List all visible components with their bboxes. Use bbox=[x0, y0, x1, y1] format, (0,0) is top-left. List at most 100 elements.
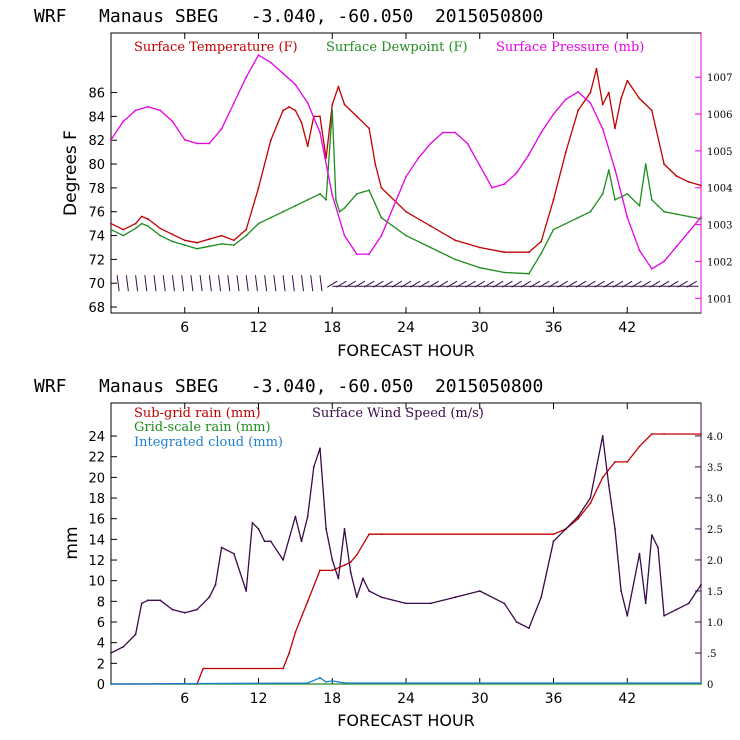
wind-barb bbox=[208, 275, 212, 292]
temperature-line-point bbox=[208, 238, 211, 241]
x-tick-label: 24 bbox=[397, 320, 415, 336]
dewpoint-line bbox=[110, 109, 702, 275]
dewpoint-line-point bbox=[325, 198, 327, 201]
dewpoint-line-point bbox=[319, 193, 321, 195]
wind-speed-line-point bbox=[319, 447, 321, 450]
wind-barb bbox=[282, 275, 286, 292]
temperature-line-point bbox=[294, 109, 297, 112]
wind-speed-line-point bbox=[257, 528, 260, 530]
x-tick-label: 24 bbox=[397, 691, 415, 707]
temperature-line-point bbox=[700, 184, 702, 187]
y2-tick-label: 1003 bbox=[707, 221, 732, 232]
y-tick-label: 72 bbox=[88, 253, 105, 268]
dewpoint-line-point bbox=[233, 244, 235, 247]
legend-surface-temperature: Surface Temperature (F) bbox=[134, 40, 298, 55]
dewpoint-line-point bbox=[663, 210, 665, 213]
y-tick-label: 4 bbox=[97, 637, 105, 652]
wind-speed-line-point bbox=[331, 559, 334, 561]
subgrid-rain-line-point bbox=[368, 533, 370, 536]
temperature-line-point bbox=[429, 225, 432, 227]
temperature-line-point bbox=[171, 233, 174, 236]
y2-tick-label: 1004 bbox=[707, 184, 732, 195]
legend-surface-pressure: Surface Pressure (mb) bbox=[496, 40, 644, 55]
wind-speed-line-point bbox=[122, 645, 125, 648]
y-tick-label: 82 bbox=[88, 134, 105, 149]
top-x-axis-label: FORECAST HOUR bbox=[337, 341, 475, 360]
top-y-axis-label: Degrees F bbox=[61, 130, 81, 216]
temperature-line-point bbox=[405, 210, 407, 213]
dewpoint-line-point bbox=[183, 244, 186, 247]
dewpoint-line-point bbox=[650, 198, 653, 201]
wind-speed-line-point bbox=[657, 546, 659, 549]
y-tick-label: 14 bbox=[88, 533, 105, 548]
integrated-cloud-line-point bbox=[110, 683, 112, 685]
pressure-line-point bbox=[577, 91, 579, 93]
legend-surface-wind-speed: Surface Wind Speed (m/s) bbox=[312, 406, 484, 421]
wind-speed-line-point bbox=[626, 614, 629, 617]
pressure-line-point bbox=[233, 102, 235, 104]
wind-speed-line-point bbox=[220, 546, 223, 549]
wind-barb bbox=[199, 275, 203, 292]
dewpoint-line-point bbox=[196, 247, 198, 250]
dewpoint-line-point bbox=[110, 228, 112, 231]
temperature-line-point bbox=[140, 215, 143, 218]
wind-speed-line-point bbox=[214, 583, 217, 586]
pressure-line-point bbox=[638, 249, 641, 252]
integrated-cloud-line-point bbox=[700, 682, 702, 684]
wind-barb bbox=[301, 275, 305, 292]
wind-speed-line-point bbox=[159, 599, 162, 602]
wind-barb bbox=[310, 275, 314, 292]
wind-speed-line-point bbox=[269, 540, 272, 543]
y-tick-label: 76 bbox=[88, 206, 105, 221]
y2-tick-label: 4.0 bbox=[707, 432, 723, 443]
integrated-cloud-line-point bbox=[325, 681, 327, 683]
y-tick-label: 78 bbox=[88, 182, 105, 197]
dewpoint-line-point bbox=[675, 213, 678, 216]
dewpoint-line-point bbox=[245, 234, 248, 237]
pressure-line-point bbox=[134, 109, 137, 112]
temperature-line-point bbox=[577, 109, 579, 112]
dewpoint-line-point bbox=[644, 163, 647, 166]
temperature-line-point bbox=[306, 145, 309, 148]
x-tick-label: 12 bbox=[250, 320, 268, 336]
dewpoint-line-point bbox=[368, 189, 370, 192]
y-tick-label: 0 bbox=[97, 678, 105, 693]
subgrid-rain-line-point bbox=[288, 652, 291, 654]
dewpoint-line-point bbox=[122, 234, 125, 237]
wind-speed-line-point bbox=[343, 528, 346, 530]
pressure-line-point bbox=[491, 186, 493, 189]
pressure-line-point bbox=[675, 245, 678, 248]
temperature-line-point bbox=[319, 115, 321, 118]
pressure-line-point bbox=[601, 127, 604, 130]
wind-barb bbox=[135, 275, 139, 292]
y2-tick-label: 1007 bbox=[707, 73, 732, 84]
y2-tick-label: 1001 bbox=[707, 294, 732, 305]
pressure-line-point bbox=[306, 102, 309, 104]
pressure-line-point bbox=[208, 142, 211, 145]
wind-speed-line-point bbox=[675, 608, 678, 611]
wind-speed-line-point bbox=[171, 608, 174, 611]
subgrid-rain-line-point bbox=[577, 517, 579, 520]
dewpoint-line-point bbox=[687, 215, 690, 218]
y-tick-label: 10 bbox=[88, 575, 105, 590]
pressure-line-point bbox=[319, 131, 321, 134]
temperature-line-point bbox=[638, 97, 641, 100]
wind-speed-line-point bbox=[528, 627, 530, 630]
y-tick-label: 20 bbox=[88, 471, 105, 486]
temperature-line-point bbox=[331, 103, 334, 106]
wind-barb bbox=[326, 280, 338, 288]
x-tick-label: 12 bbox=[250, 691, 268, 707]
wind-speed-line-point bbox=[134, 633, 137, 636]
temperature-line-point bbox=[288, 106, 291, 108]
temperature-line-point bbox=[122, 228, 125, 231]
y2-tick-label: 1006 bbox=[707, 110, 732, 121]
wind-barb bbox=[236, 275, 240, 292]
top-chart-title: WRF Manaus SBEG -3.040, -60.050 20150508… bbox=[34, 6, 543, 27]
temperature-line-point bbox=[595, 67, 598, 70]
dewpoint-line-point bbox=[552, 228, 555, 231]
y-tick-label: 24 bbox=[88, 430, 105, 445]
wind-speed-line-point bbox=[245, 590, 248, 592]
subgrid-rain-line-point bbox=[202, 667, 205, 670]
wind-speed-line-point bbox=[147, 599, 149, 602]
y-tick-label: 16 bbox=[88, 513, 105, 528]
